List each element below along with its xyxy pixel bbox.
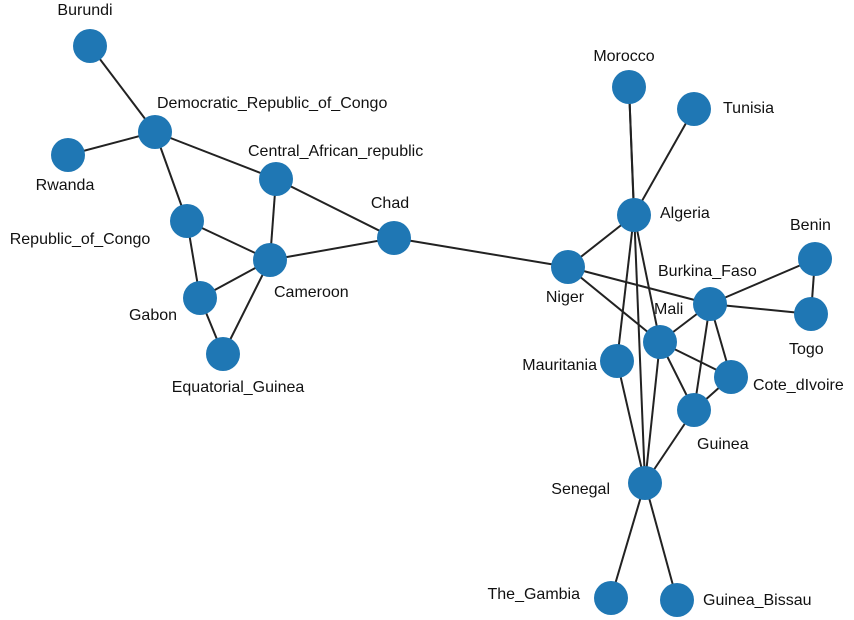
node-gabon (183, 281, 217, 315)
edge-niger-to-mali (567, 266, 661, 343)
node-equatorial-guinea (206, 337, 240, 371)
node-label-gabon: Gabon (129, 307, 177, 324)
node-burkina-faso (693, 287, 727, 321)
edge-mali-to-senegal (644, 341, 661, 484)
node-label-guinea-bissau: Guinea_Bissau (703, 592, 812, 609)
edge-mauritania-to-senegal (616, 360, 646, 484)
node-rwanda (51, 138, 85, 172)
edge-senegal-to-the-gambia (610, 482, 646, 599)
edge-algeria-to-mauritania (616, 214, 635, 362)
node-cameroon (253, 243, 287, 277)
node-guinea (677, 393, 711, 427)
node-label-niger: Niger (546, 289, 585, 306)
edge-cameroon-to-chad (269, 237, 395, 261)
node-republic-of-congo (170, 204, 204, 238)
node-the-gambia (594, 581, 628, 615)
edge-burundi-to-democratic-republic-of-congo (89, 45, 156, 133)
edge-central-african-republic-to-chad (275, 178, 395, 239)
node-cote-divoire (714, 360, 748, 394)
node-mauritania (600, 344, 634, 378)
node-togo (794, 297, 828, 331)
node-label-republic-of-congo: Republic_of_Congo (10, 231, 151, 248)
node-label-chad: Chad (371, 195, 409, 212)
node-label-equatorial-guinea: Equatorial_Guinea (172, 379, 305, 396)
node-label-burkina-faso: Burkina_Faso (658, 263, 757, 280)
node-algeria (617, 198, 651, 232)
node-label-tunisia: Tunisia (723, 100, 774, 117)
node-label-burundi: Burundi (57, 2, 112, 19)
edges-layer (67, 45, 816, 601)
edge-algeria-to-tunisia (633, 108, 695, 216)
node-democratic-republic-of-congo (138, 115, 172, 149)
node-label-central-african-republic: Central_African_republic (248, 143, 423, 160)
node-senegal (628, 466, 662, 500)
node-label-algeria: Algeria (660, 205, 710, 222)
node-label-the-gambia: The_Gambia (488, 586, 581, 603)
edge-niger-to-burkina-faso (567, 266, 711, 305)
node-burundi (73, 29, 107, 63)
node-label-togo: Togo (789, 341, 824, 358)
edge-democratic-republic-of-congo-to-central-african-republic (154, 131, 277, 180)
node-mali (643, 325, 677, 359)
edge-burkina-faso-to-benin (709, 258, 816, 305)
node-label-morocco: Morocco (593, 48, 654, 65)
node-central-african-republic (259, 162, 293, 196)
edge-algeria-to-mali (633, 214, 661, 343)
node-chad (377, 221, 411, 255)
node-label-guinea: Guinea (697, 436, 749, 453)
node-label-democratic-republic-of-congo: Democratic_Republic_of_Congo (157, 95, 387, 112)
labels-layer: Burundi Democratic_Republic_of_Congo Rwand… (10, 2, 844, 609)
node-label-mauritania: Mauritania (522, 357, 597, 374)
nodes-layer (51, 29, 832, 617)
node-label-benin: Benin (790, 217, 831, 234)
node-niger (551, 250, 585, 284)
node-guinea-bissau (660, 583, 694, 617)
edge-senegal-to-guinea-bissau (644, 482, 678, 601)
edge-morocco-to-senegal (628, 86, 646, 484)
edge-chad-to-niger (393, 237, 569, 268)
node-label-senegal: Senegal (551, 481, 610, 498)
edge-cameroon-to-equatorial-guinea (222, 259, 271, 355)
node-tunisia (677, 92, 711, 126)
node-benin (798, 242, 832, 276)
node-label-cameroon: Cameroon (274, 284, 349, 301)
node-label-rwanda: Rwanda (36, 177, 95, 194)
edge-burkina-faso-to-guinea (693, 303, 711, 411)
node-morocco (612, 70, 646, 104)
node-label-cote-divoire: Cote_dIvoire (753, 377, 844, 394)
node-label-mali: Mali (654, 301, 683, 318)
